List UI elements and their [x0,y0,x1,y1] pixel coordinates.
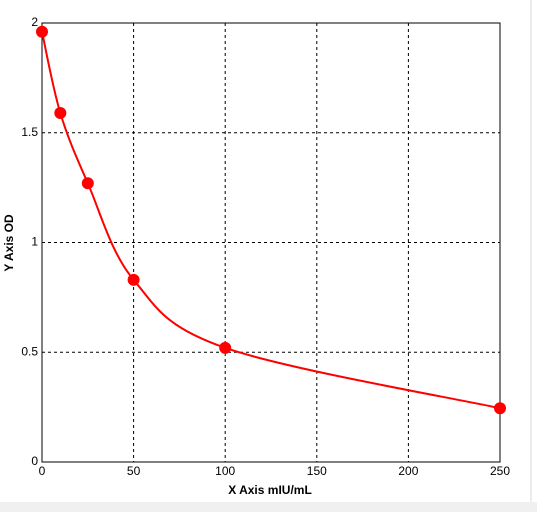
data-point [494,402,506,415]
y-tick-label: 1 [31,235,38,249]
x-tick-label: 50 [127,464,141,478]
data-point [54,106,67,119]
x-tick-label: 0 [39,464,46,478]
y-tick-label: 2 [31,15,38,29]
status-strip [0,502,537,512]
data-point [127,273,140,286]
plot-frame [41,22,501,463]
y-tick-label: 0 [31,454,38,468]
x-tick-label: 100 [215,464,235,478]
y-tick-label: 0.5 [21,344,38,358]
data-point [36,25,48,38]
x-axis-title: X Axis mIU/mL [228,483,312,497]
x-tick-label: 200 [398,464,418,478]
x-tick-label: 250 [490,464,510,478]
y-tick-label: 1.5 [21,125,38,139]
data-point [219,341,232,354]
y-axis-title: Y Axis OD [2,214,16,272]
data-point [81,177,94,190]
x-tick-label: 150 [307,464,327,478]
